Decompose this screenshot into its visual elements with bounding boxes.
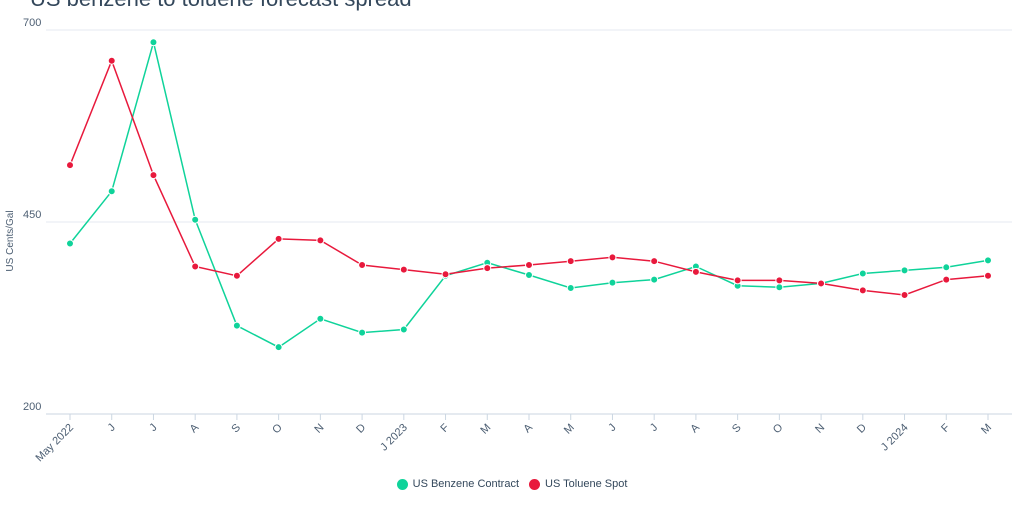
data-point	[650, 257, 659, 266]
x-tick-label: N	[813, 422, 827, 436]
data-point	[942, 275, 951, 284]
x-tick-label: J 2024	[879, 422, 911, 454]
x-tick-label: M	[562, 422, 577, 437]
data-point	[149, 171, 158, 180]
legend-item[interactable]: US Toluene Spot	[529, 478, 627, 490]
x-tick-label: D	[855, 422, 869, 436]
series-points	[66, 38, 992, 352]
x-tick-label: M	[478, 422, 493, 437]
legend-item[interactable]: US Benzene Contract	[396, 478, 520, 490]
legend-label: US Toluene Spot	[545, 478, 628, 490]
data-point	[232, 321, 241, 330]
data-point	[942, 263, 951, 272]
data-point	[608, 278, 617, 287]
data-point	[650, 275, 659, 284]
x-tick-label: A	[521, 421, 535, 435]
series-lines	[69, 42, 989, 349]
data-point	[525, 270, 533, 279]
data-point	[566, 284, 575, 293]
data-point	[858, 286, 867, 295]
data-point	[984, 256, 992, 265]
data-point	[733, 276, 742, 285]
data-point	[691, 267, 700, 276]
x-tick-label: F	[939, 421, 952, 434]
x-tick-label: May 2022	[33, 422, 76, 465]
data-point	[66, 161, 74, 170]
data-point	[900, 290, 909, 299]
y-tick-label: 450	[23, 209, 41, 221]
x-tick-label: J	[105, 422, 117, 434]
data-point	[316, 236, 325, 245]
data-point	[274, 343, 283, 352]
data-point	[399, 265, 408, 274]
x-tick-label: S	[229, 422, 243, 436]
data-point	[817, 279, 826, 288]
y-tick-label: 200	[23, 401, 41, 413]
x-tick-label: A	[188, 421, 202, 435]
chart-title: US benzene to toluene forecast spread	[30, 0, 412, 12]
data-point	[107, 56, 116, 65]
series-line	[69, 58, 989, 296]
data-point	[232, 271, 241, 280]
data-point	[191, 215, 200, 224]
data-point	[399, 325, 408, 334]
legend-marker-icon	[529, 478, 541, 490]
series-line	[69, 42, 989, 349]
x-tick-label: J 2023	[378, 422, 410, 454]
data-point	[66, 239, 74, 248]
data-point	[483, 264, 492, 273]
data-point	[775, 283, 784, 292]
y-axis: 200 450 700	[23, 17, 41, 413]
data-point	[775, 276, 784, 285]
data-point	[316, 314, 325, 323]
data-point	[858, 269, 867, 278]
x-axis: May 2022 J J A S O N D J 2023 F M A M J J A S O N D J 2024 F M	[33, 414, 994, 464]
data-point	[608, 253, 617, 262]
data-point	[358, 328, 367, 337]
legend-marker-icon	[396, 478, 408, 490]
x-tick-label: F	[438, 421, 451, 434]
data-point	[984, 271, 992, 280]
y-tick-label: 700	[23, 17, 41, 29]
data-point	[566, 257, 575, 266]
x-tick-label: O	[771, 421, 786, 436]
x-tick-label: J	[147, 422, 159, 434]
x-tick-label: N	[312, 422, 326, 436]
grid-lines	[46, 29, 1012, 415]
data-point	[274, 234, 283, 243]
legend: US Benzene Contract US Toluene Spot	[0, 478, 1024, 490]
data-point	[525, 261, 533, 270]
x-tick-label: S	[730, 422, 744, 436]
data-point	[900, 266, 909, 275]
data-point	[149, 38, 158, 47]
data-point	[107, 187, 116, 196]
data-point	[441, 270, 450, 279]
x-tick-label: M	[979, 422, 994, 437]
x-tick-label: J	[648, 422, 660, 434]
legend-label: US Benzene Contract	[412, 478, 520, 490]
x-tick-label: D	[354, 422, 368, 436]
x-tick-label: A	[688, 421, 702, 435]
y-axis-label: US Cents/Gal	[5, 210, 16, 271]
x-tick-label: O	[270, 421, 285, 436]
x-tick-label: J	[606, 422, 618, 434]
data-point	[358, 261, 367, 270]
data-point	[191, 262, 200, 271]
